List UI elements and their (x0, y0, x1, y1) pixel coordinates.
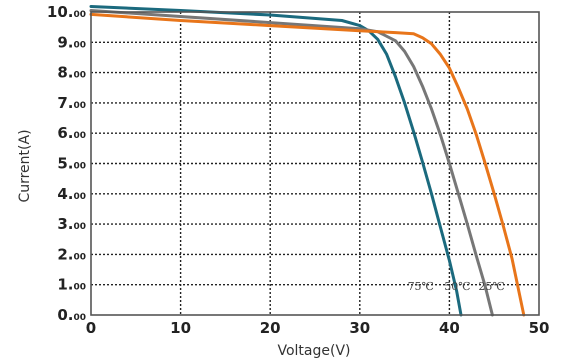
x-tick-label: 0 (86, 319, 96, 337)
series-temperature-label: 75℃ (408, 280, 434, 293)
y-tick-label: 10.00 (47, 3, 86, 21)
series-line (89, 9, 494, 317)
x-tick-label: 20 (260, 319, 281, 337)
y-tick-label: 4.00 (57, 185, 86, 203)
y-tick-label: 8.00 (57, 64, 86, 82)
x-tick-label: 40 (439, 319, 460, 337)
series-temperature-label: 25℃ (478, 280, 504, 293)
x-tick-label: 50 (529, 319, 550, 337)
tick-layer: 0.00 1.00 2.00 3.00 4.00 5.00 6.00 7.00 8.00 9.00… (47, 3, 550, 337)
plot-border (90, 11, 540, 316)
y-tick-label: 0.00 (57, 306, 86, 324)
plot-frame (90, 11, 540, 316)
y-axis-label: Current(A) (17, 129, 33, 202)
y-tick-label: 5.00 (57, 155, 86, 173)
grid-layer (91, 12, 539, 315)
y-tick-label: 9.00 (57, 33, 86, 51)
y-tick-label: 7.00 (57, 94, 86, 112)
series-line (89, 5, 463, 317)
curve-label-layer: 75℃ 50℃ 25℃ (408, 280, 505, 293)
x-axis-label: Voltage(V) (277, 343, 350, 359)
y-tick-label: 2.00 (57, 245, 86, 263)
y-tick-label: 3.00 (57, 215, 86, 233)
x-tick-label: 30 (349, 319, 370, 337)
y-tick-label: 6.00 (57, 124, 86, 142)
series-temperature-label: 50℃ (444, 280, 470, 293)
series-line (89, 12, 526, 317)
x-tick-label: 10 (170, 319, 191, 337)
y-tick-label: 1.00 (57, 276, 86, 294)
series-layer (89, 5, 526, 317)
